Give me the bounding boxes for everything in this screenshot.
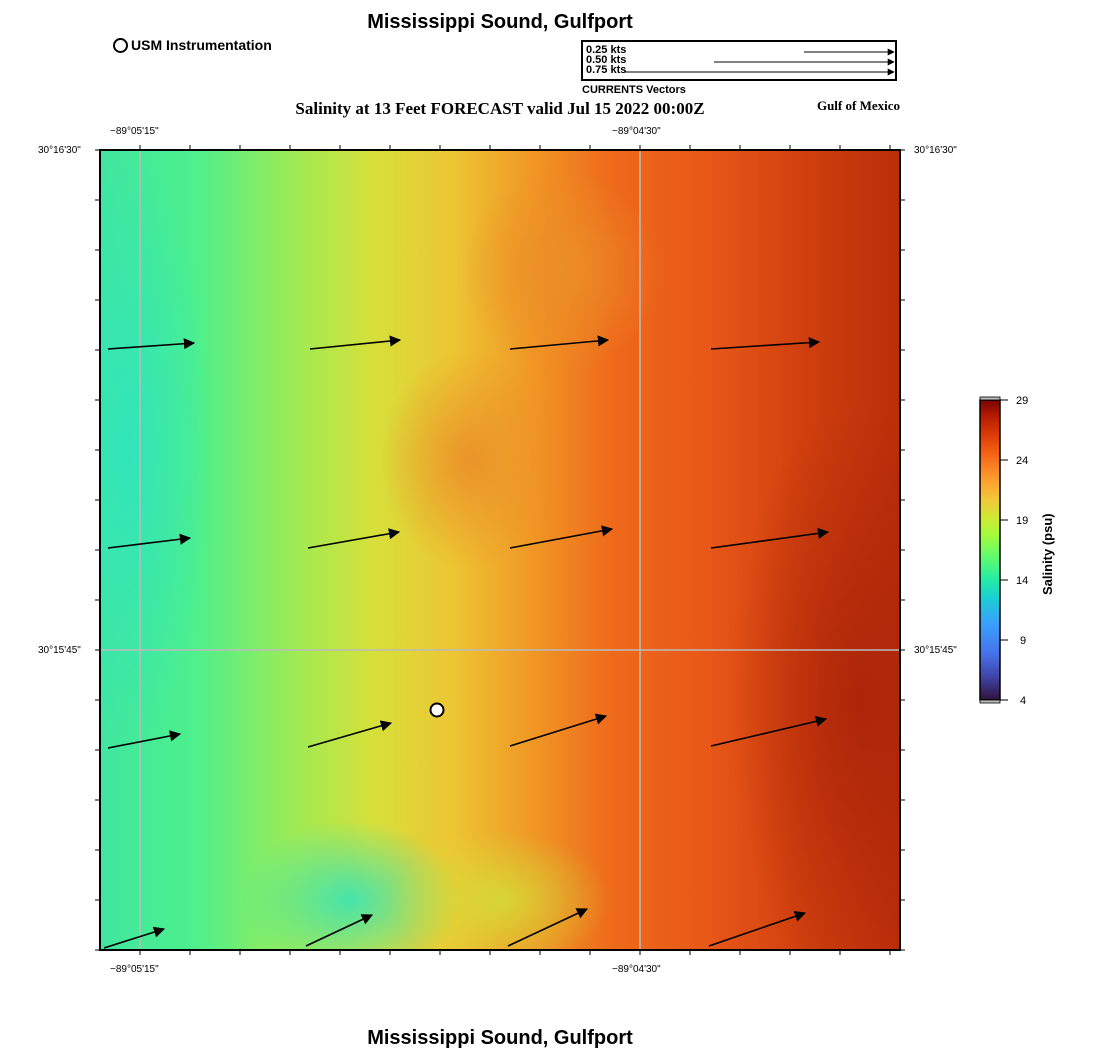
- usm-station-marker[interactable]: [429, 702, 445, 718]
- current-vector-arrow: [107, 338, 196, 350]
- current-vector-arrow: [509, 525, 614, 549]
- station-legend: USM Instrumentation: [113, 37, 272, 53]
- current-vector-arrow: [710, 527, 830, 549]
- current-vector-arrow: [509, 335, 610, 350]
- salinity-field: [100, 150, 900, 950]
- vector-scale-legend: 0.25 kts 0.50 kts 0.75 kts: [581, 40, 897, 81]
- lat-tick-label-right: 30°15'45": [914, 645, 957, 656]
- region-label: Gulf of Mexico: [816, 98, 900, 113]
- current-vector-arrow: [509, 713, 608, 747]
- colorbar-tick-label: 19: [1016, 515, 1029, 527]
- map-title: Mississippi Sound, Gulfport: [367, 11, 633, 33]
- vector-scale-label: 0.50 kts: [586, 54, 627, 66]
- current-vector-arrow: [309, 335, 402, 350]
- lat-tick-label-left: 30°15'45": [38, 645, 81, 656]
- current-vector-arrow: [103, 926, 166, 949]
- current-vector-arrow: [507, 908, 589, 947]
- lon-tick-label-bottom: −89°05'15": [110, 964, 159, 975]
- vector-caption: CURRENTS Vectors: [582, 84, 686, 96]
- lon-tick-label-top: −89°04'30": [612, 126, 661, 137]
- vector-scale-label: 0.75 kts: [586, 64, 627, 76]
- colorbar-title: Salinity (psu): [1040, 513, 1055, 595]
- colorbar-tick-label: 24: [1016, 455, 1029, 467]
- colorbar-tick-label: 14: [1016, 575, 1029, 587]
- lon-tick-label-top: −89°05'15": [110, 126, 159, 137]
- salinity-colorbar: [979, 396, 1008, 704]
- station-marker-icon: [113, 37, 128, 53]
- lat-tick-label-left: 30°16'30": [38, 145, 81, 156]
- current-vector-arrow: [107, 533, 192, 549]
- map-subtitle: Salinity at 13 Feet FORECAST valid Jul 1…: [295, 99, 705, 118]
- current-vector-arrow: [307, 720, 393, 748]
- current-vector-arrow: [307, 528, 401, 549]
- lon-tick-label-bottom: −89°04'30": [612, 964, 661, 975]
- station-legend-label: USM Instrumentation: [131, 37, 272, 53]
- map-footer-title: Mississippi Sound, Gulfport: [367, 1027, 633, 1049]
- current-vectors: [103, 335, 830, 949]
- colorbar-tick-label: 4: [1020, 695, 1027, 707]
- current-vector-arrow: [708, 910, 807, 947]
- vector-scale-label: 0.25 kts: [586, 44, 627, 56]
- current-vector-arrow: [107, 730, 182, 749]
- current-vector-arrow: [305, 914, 374, 947]
- colorbar-tick-label: 29: [1016, 395, 1029, 407]
- vector-scale-arrows: [624, 48, 895, 76]
- lat-tick-label-right: 30°16'30": [914, 145, 957, 156]
- colorbar-tick-label: 9: [1020, 635, 1027, 647]
- current-vector-arrow: [710, 337, 821, 350]
- map-frame: [99, 149, 901, 951]
- current-vector-arrow: [710, 715, 828, 747]
